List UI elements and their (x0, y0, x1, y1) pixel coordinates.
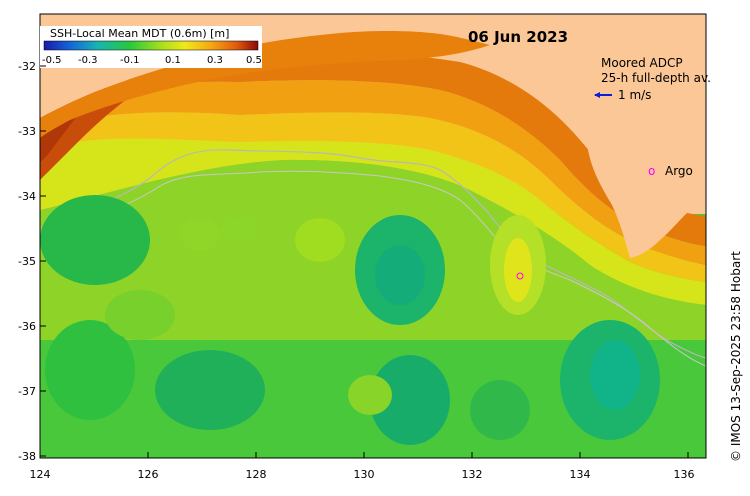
eddy-3 (155, 350, 265, 430)
y-tick-label: -33 (18, 125, 36, 138)
band-lightorange (40, 112, 706, 282)
colorbar-gradient (43, 40, 259, 51)
warm-anomaly-5 (180, 219, 220, 251)
imos-credit: © IMOS 13-Sep-2025 23:58 Hobart (729, 251, 743, 462)
x-tick-label: 132 (462, 468, 483, 481)
y-axis: -32 -33 -34 -35 -36 -37 -38 (18, 60, 46, 463)
y-tick-label: -36 (18, 320, 36, 333)
argo-float-marker (516, 272, 524, 280)
x-tick-label: 130 (354, 468, 375, 481)
eddy-1 (40, 195, 150, 285)
warm-anomaly-4 (348, 375, 392, 415)
adcp-label-line2: 25-h full-depth av. (601, 71, 711, 85)
eddy-6 (470, 380, 530, 440)
eddy-4 (370, 355, 450, 445)
colorbar-tick: -0.1 (120, 55, 140, 66)
band-yellow (40, 138, 706, 305)
colorbar-title: SSH-Local Mean MDT (0.6m) [m] (50, 27, 229, 40)
colorbar-tick: -0.3 (78, 55, 98, 66)
x-axis: 124 126 128 130 132 134 136 (30, 452, 695, 481)
warm-anomaly-6 (222, 218, 258, 242)
x-tick-label: 136 (674, 468, 695, 481)
x-tick-label: 134 (570, 468, 591, 481)
eddy-7 (45, 320, 135, 420)
x-tick-label: 126 (138, 468, 159, 481)
y-tick-label: -38 (18, 450, 36, 463)
colorbar-tick: 0.1 (165, 55, 181, 66)
colorbar: SSH-Local Mean MDT (0.6m) [m] -0.5 -0.3 … (40, 26, 262, 68)
eddy-5b (590, 340, 640, 410)
velocity-scale-arrowhead (594, 92, 600, 98)
warm-anomaly-1b (504, 238, 532, 302)
argo-legend: o Argo (648, 164, 693, 178)
y-tick-label: -32 (18, 60, 36, 73)
x-tick-label: 128 (246, 468, 267, 481)
argo-legend-label: Argo (665, 164, 693, 178)
band-coastal-orange (40, 31, 490, 138)
warm-anomaly-2 (295, 218, 345, 262)
map-date: 06 Jun 2023 (468, 28, 568, 46)
eddy-2b (375, 245, 425, 305)
y-tick-label: -34 (18, 190, 36, 203)
velocity-scale-label: 1 m/s (618, 88, 651, 102)
colorbar-tick: -0.5 (42, 55, 62, 66)
warm-anomaly-3 (105, 290, 175, 340)
band-darkorange (40, 49, 706, 246)
adcp-label-line1: Moored ADCP (601, 56, 683, 70)
y-tick-label: -35 (18, 255, 36, 268)
shelf-contour-2 (40, 170, 706, 367)
y-tick-label: -37 (18, 385, 36, 398)
adcp-legend: Moored ADCP 25-h full-depth av. 1 m/s (594, 56, 711, 102)
x-tick-label: 124 (30, 468, 51, 481)
colorbar-tick: 0.5 (246, 55, 262, 66)
argo-legend-symbol: o (648, 164, 655, 178)
map-frame (39, 13, 707, 459)
colorbar-tick: 0.3 (207, 55, 223, 66)
